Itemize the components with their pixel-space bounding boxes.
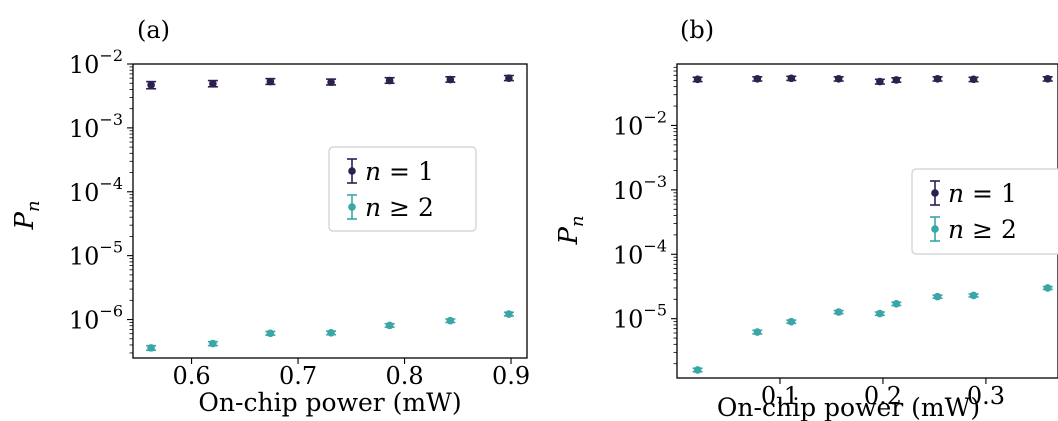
legend: n = 1 n ≥ 2 [911,168,1058,255]
data-point [446,75,455,84]
data-point [327,78,335,86]
data-point [209,339,217,348]
data-point [933,75,942,83]
data-point [933,292,942,301]
x-tick-label: 0.7 [279,362,317,390]
data-point [753,328,762,336]
data-point [446,316,455,325]
series-n-ge-2 [692,284,1053,374]
legend-label: n ≥ 2 [365,193,434,222]
y-tick-label: 10−2 [613,107,667,140]
y-tick-label: 10−5 [613,301,667,334]
y-tick-label: 10−5 [69,238,123,271]
legend-label: n = 1 [948,179,1017,208]
legend: n = 1 n ≥ 2 [328,146,477,232]
x-axis-label: On-chip power (mW) [198,388,461,417]
y-tick-label: 10−4 [69,174,123,207]
data-point [892,300,901,308]
data-point [876,309,884,318]
x-tick-label: 0.8 [385,362,423,390]
x-axis-label: On-chip power (mW) [717,393,980,421]
panel-a: (a) 10−6 10−5 10−4 10−3 10−2 0.6 0.7 0.8 0.9 On-ch… [10,16,530,417]
series-n-equals-1 [146,74,514,90]
x-tick-label: 0.2 [864,382,902,410]
data-point [693,75,702,84]
data-point [787,74,796,83]
data-point [1043,75,1052,83]
data-point [327,329,335,337]
data-point [505,310,513,318]
y-axis-label: Pn [554,215,588,245]
x-tick-label: 0.9 [492,362,530,390]
data-point [834,75,843,83]
legend-frame [911,168,1058,255]
panel-label: (a) [137,16,170,44]
data-point [1043,284,1052,292]
data-point [753,75,762,83]
legend-label: n = 1 [365,157,434,186]
data-point [147,81,155,89]
data-point [147,344,155,352]
legend-frame [328,146,477,232]
data-point [892,76,901,84]
y-tick-label: 10−3 [69,110,123,143]
data-point [876,77,884,86]
axes-frame [676,63,1058,379]
data-point [693,366,702,374]
legend-marker [931,225,939,233]
y-tick-label: 10−2 [69,46,123,79]
legend-marker [931,189,939,197]
x-tick-label: 0.6 [172,362,210,390]
data-point [787,317,796,326]
panel-label: (b) [680,16,714,44]
y-tick-label: 10−4 [613,236,667,269]
x-tick-label: 0.1 [761,382,799,410]
data-point [969,291,978,300]
data-point [209,79,217,88]
y-axis-label: Pn [10,200,44,230]
panel-b: (b) 10−5 10−4 10−3 10−2 0.1 0.2 0.3On-chip powe… [554,16,1058,421]
series-n-equals-1 [692,74,1053,86]
data-point [969,75,978,84]
legend-marker [348,203,356,211]
data-point [385,76,394,85]
x-tick-label: 0.3 [967,382,1005,410]
data-point [385,321,394,330]
data-point [266,77,275,86]
data-point [834,308,843,316]
y-tick-label: 10−3 [613,172,667,205]
series-n-ge-2 [146,310,514,352]
data-point [505,74,513,82]
data-point [266,329,275,338]
legend-label: n ≥ 2 [948,215,1017,244]
y-tick-label: 10−6 [69,302,123,335]
legend-marker [348,167,356,175]
